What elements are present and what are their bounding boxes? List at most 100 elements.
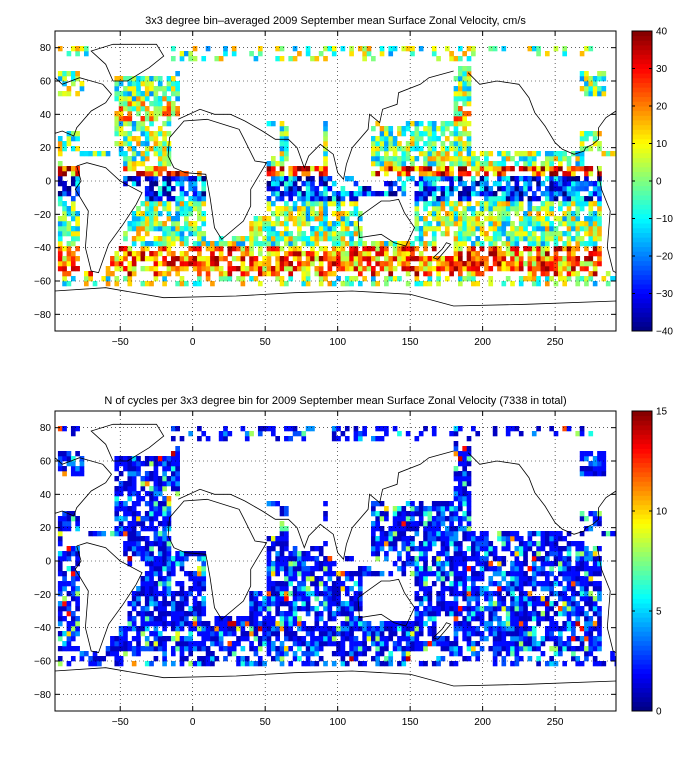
data-bin [454, 106, 459, 111]
data-bin [423, 196, 428, 201]
data-bin [532, 226, 537, 231]
data-bin [149, 456, 154, 461]
data-bin [354, 256, 359, 261]
data-bin [423, 126, 428, 131]
data-bin [415, 531, 420, 536]
data-bin [62, 576, 67, 581]
data-bin [306, 591, 311, 596]
data-bin [354, 656, 359, 661]
data-bin [567, 566, 572, 571]
data-bin [419, 616, 424, 621]
data-bin [571, 251, 576, 256]
data-bin [428, 526, 433, 531]
data-bin [323, 136, 328, 141]
data-bin [467, 266, 472, 271]
data-bin [501, 196, 506, 201]
data-bin [141, 621, 146, 626]
data-bin [515, 561, 520, 566]
data-bin [258, 626, 263, 631]
data-bin [441, 151, 446, 156]
data-bin [380, 266, 385, 271]
data-bin [541, 271, 546, 276]
data-bin [314, 596, 319, 601]
data-bin [349, 576, 354, 581]
data-bin [401, 166, 406, 171]
colorbar-segment [632, 308, 652, 313]
data-bin [141, 586, 146, 591]
data-bin [301, 606, 306, 611]
data-bin [62, 581, 67, 586]
data-bin [541, 651, 546, 656]
data-bin [428, 601, 433, 606]
data-bin [375, 436, 380, 441]
data-bin [132, 106, 137, 111]
data-bin [588, 146, 593, 151]
data-bin [123, 626, 128, 631]
data-bin [571, 261, 576, 266]
data-bin [301, 196, 306, 201]
data-bin [206, 661, 211, 666]
data-bin [515, 596, 520, 601]
data-bin [380, 241, 385, 246]
data-bin [388, 186, 393, 191]
data-bin [332, 46, 337, 51]
data-bin [141, 76, 146, 81]
data-bin [293, 621, 298, 626]
data-bin [158, 581, 163, 586]
data-bin [119, 151, 124, 156]
data-bin [306, 281, 311, 286]
data-bin [523, 221, 528, 226]
data-bin [171, 486, 176, 491]
data-bin [358, 646, 363, 651]
data-bin [371, 571, 376, 576]
data-bin [175, 181, 180, 186]
data-bin [210, 266, 215, 271]
data-bin [197, 576, 202, 581]
data-bin [471, 651, 476, 656]
data-bin [515, 181, 520, 186]
data-bin [410, 636, 415, 641]
data-bin [167, 196, 172, 201]
data-bin [432, 531, 437, 536]
data-bin [319, 176, 324, 181]
data-bin [228, 616, 233, 621]
data-bin [536, 656, 541, 661]
data-bin [406, 141, 411, 146]
data-bin [462, 501, 467, 506]
data-bin [584, 86, 589, 91]
data-bin [419, 596, 424, 601]
data-bin [254, 221, 259, 226]
data-bin [141, 121, 146, 126]
data-bin [375, 541, 380, 546]
data-bin [523, 216, 528, 221]
data-bin [493, 46, 498, 51]
data-bin [575, 231, 580, 236]
data-bin [167, 261, 172, 266]
data-bin [206, 276, 211, 281]
data-bin [119, 486, 124, 491]
data-bin [293, 596, 298, 601]
data-bin [62, 276, 67, 281]
data-bin [458, 516, 463, 521]
data-bin [454, 611, 459, 616]
data-bin [523, 186, 528, 191]
data-bin [258, 221, 263, 226]
data-bin [236, 656, 241, 661]
data-bin [314, 606, 319, 611]
data-bin [306, 251, 311, 256]
data-bin [332, 201, 337, 206]
data-bin [280, 646, 285, 651]
data-bin [471, 281, 476, 286]
data-bin [267, 196, 272, 201]
data-bin [58, 521, 63, 526]
data-bin [584, 241, 589, 246]
data-bin [67, 206, 72, 211]
data-bin [236, 661, 241, 666]
data-bin [336, 211, 341, 216]
data-bin [419, 501, 424, 506]
data-bin [397, 431, 402, 436]
data-bin [545, 636, 550, 641]
data-bin [323, 231, 328, 236]
data-bin [67, 241, 72, 246]
data-bin [271, 621, 276, 626]
